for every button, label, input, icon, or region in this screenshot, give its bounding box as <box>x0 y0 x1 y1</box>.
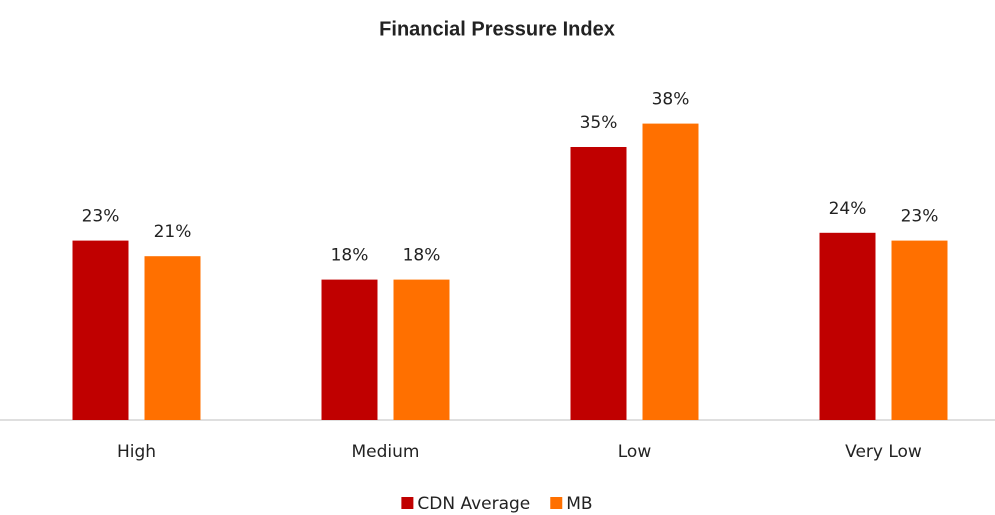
bar <box>144 256 201 420</box>
data-label: 38% <box>652 90 690 110</box>
x-tick-label: Low <box>618 442 652 462</box>
legend-swatch <box>550 497 563 509</box>
chart-title: Financial Pressure Index <box>379 18 615 40</box>
legend-label: CDN Average <box>417 494 530 514</box>
data-label: 23% <box>82 207 120 227</box>
data-label: 18% <box>331 246 369 266</box>
data-label: 18% <box>403 246 441 266</box>
x-tick-label: Medium <box>352 442 420 462</box>
bar <box>642 123 699 420</box>
x-tick-label: High <box>117 442 156 462</box>
bar <box>891 240 948 420</box>
legend-swatch <box>401 497 414 509</box>
data-label: 23% <box>901 207 939 227</box>
data-label: 24% <box>829 199 867 219</box>
bar <box>393 279 450 420</box>
bar <box>72 240 129 420</box>
bar <box>570 147 627 420</box>
data-label: 35% <box>580 113 618 133</box>
bar <box>819 232 876 420</box>
legend-label: MB <box>566 494 592 514</box>
bar <box>321 279 378 420</box>
x-tick-label: Very Low <box>845 442 922 462</box>
data-label: 21% <box>154 222 192 242</box>
